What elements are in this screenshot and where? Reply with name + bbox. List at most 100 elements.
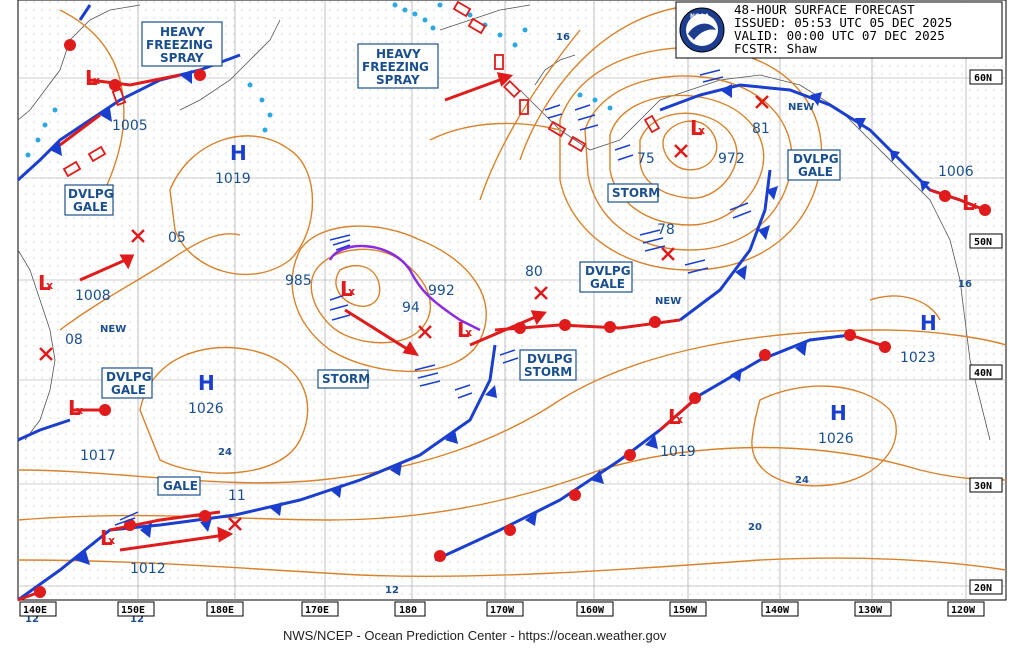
svg-text:STORM: STORM [524, 365, 572, 379]
cold-fronts [16, 4, 961, 602]
high-symbol: H [198, 371, 215, 395]
pressure-label: 94 [402, 300, 420, 316]
warning-hfs1: HEAVY FREEZING SPRAY [141, 21, 223, 67]
svg-text:SPRAY: SPRAY [376, 73, 420, 87]
pressure-label: 1017 [80, 448, 116, 464]
warning-hfs2: HEAVY FREEZING SPRAY [357, 43, 439, 89]
svg-text:HEAVY: HEAVY [376, 47, 421, 61]
svg-text:STORM: STORM [322, 372, 370, 386]
freezing-spray-symbols [62, 0, 661, 178]
svg-text:L: L [340, 277, 353, 301]
isobar-labels: 24 24 20 16 16 12 12 12 [25, 32, 972, 625]
warning-storm-1: STORM [317, 369, 370, 389]
svg-text:x: x [46, 279, 53, 292]
svg-text:FREEZING: FREEZING [362, 60, 429, 74]
low-centers: Lx Lx Lx Lx Lx Lx Lx Lx Lx [38, 66, 977, 550]
svg-text:60N: 60N [974, 73, 992, 84]
svg-text:GALE: GALE [590, 277, 625, 291]
header-panel: NOAA 48-HOUR SURFACE FORECAST ISSUED: 05… [675, 1, 1003, 59]
svg-text:STORM: STORM [612, 186, 660, 200]
pressure-label: 1012 [130, 561, 166, 577]
pressure-label: 75 [637, 151, 655, 167]
svg-text:DVLPG: DVLPG [585, 264, 631, 278]
isobar-label: 20 [748, 522, 762, 533]
forecast-title: 48-HOUR SURFACE FORECAST [734, 2, 915, 17]
valid-time: VALID: 00:00 UTC 07 DEC 2025 [734, 28, 945, 43]
svg-text:DVLPG: DVLPG [527, 352, 573, 366]
warm-fronts [17, 39, 991, 602]
pressure-label: 985 [285, 273, 312, 289]
svg-text:130W: 130W [858, 605, 883, 616]
svg-text:DVLPG: DVLPG [68, 187, 114, 201]
svg-text:170W: 170W [490, 605, 515, 616]
svg-text:DVLPG: DVLPG [793, 152, 839, 166]
svg-text:GALE: GALE [163, 479, 198, 493]
warning-dvlpg-gale-w2: DVLPG GALE [101, 367, 153, 399]
isobar-label: 12 [385, 585, 399, 596]
warning-dvlpg-gale-e: DVLPG GALE [787, 149, 841, 181]
warning-dvlpg-storm: DVLPG STORM [519, 349, 577, 381]
pressure-label: 08 [65, 332, 83, 348]
high-centers: H H H H [198, 141, 937, 425]
pressure-label: 1008 [75, 288, 111, 304]
forecaster: FCSTR: Shaw [734, 41, 817, 56]
pressure-label: 11 [228, 488, 246, 504]
warning-dvlpg-gale-c: DVLPG GALE [579, 261, 633, 293]
svg-text:140E: 140E [23, 605, 47, 616]
pressure-label: 81 [752, 121, 770, 137]
svg-text:140W: 140W [765, 605, 790, 616]
svg-text:x: x [76, 404, 83, 417]
svg-text:L: L [100, 526, 113, 550]
svg-text:FREEZING: FREEZING [146, 38, 213, 52]
svg-text:50N: 50N [974, 237, 992, 248]
new-labels: NEW NEW NEW [100, 102, 814, 335]
svg-text:150E: 150E [121, 605, 145, 616]
svg-text:180E: 180E [210, 605, 234, 616]
longitude-labels: 140E 150E 180E 170E 180 170W 160W 150W 1… [19, 601, 985, 617]
pressure-label: 1005 [112, 118, 148, 134]
pressure-label: 972 [718, 151, 745, 167]
svg-text:x: x [93, 74, 100, 87]
svg-text:GALE: GALE [798, 165, 833, 179]
pressure-label: 1026 [818, 431, 854, 447]
new-label: NEW [655, 296, 681, 307]
new-label: NEW [788, 102, 814, 113]
svg-text:30N: 30N [974, 481, 992, 492]
ice-edge [25, 2, 613, 158]
svg-text:20N: 20N [974, 583, 992, 594]
pressure-label: 1023 [900, 350, 936, 366]
warning-storm-2: STORM [607, 183, 660, 203]
svg-text:40N: 40N [974, 368, 992, 379]
svg-text:x: x [970, 199, 977, 212]
svg-text:L: L [457, 318, 470, 342]
pressure-label: 1006 [938, 164, 974, 180]
warning-dvlpg-gale-w: DVLPG GALE [64, 184, 114, 216]
isobar-label: 12 [130, 614, 144, 625]
svg-text:150W: 150W [673, 605, 698, 616]
isobar-label: 24 [795, 475, 809, 486]
svg-text:L: L [85, 66, 98, 90]
svg-text:170E: 170E [305, 605, 329, 616]
motion-arrows [59, 72, 547, 552]
svg-text:120W: 120W [951, 605, 976, 616]
svg-text:L: L [962, 191, 975, 215]
warning-gale: GALE [157, 476, 201, 496]
high-symbol: H [920, 311, 937, 335]
wind-barbs [114, 69, 752, 526]
pressure-label: 1026 [188, 401, 224, 417]
svg-text:L: L [68, 396, 81, 420]
svg-text:NOAA: NOAA [690, 13, 710, 20]
pressure-label: 05 [168, 230, 186, 246]
issued-time: ISSUED: 05:53 UTC 05 DEC 2025 [734, 15, 952, 30]
high-symbol: H [830, 401, 847, 425]
svg-text:x: x [465, 326, 472, 339]
isobar-label: 16 [556, 32, 570, 43]
pressure-values: 1019 1026 1023 1026 1005 1008 1017 1012 … [65, 118, 974, 577]
occluded-front [328, 244, 481, 332]
low-position-marks [39, 95, 769, 531]
pressure-label: 992 [428, 283, 455, 299]
svg-text:x: x [698, 124, 705, 137]
svg-text:GALE: GALE [111, 383, 146, 397]
svg-text:x: x [348, 285, 355, 298]
